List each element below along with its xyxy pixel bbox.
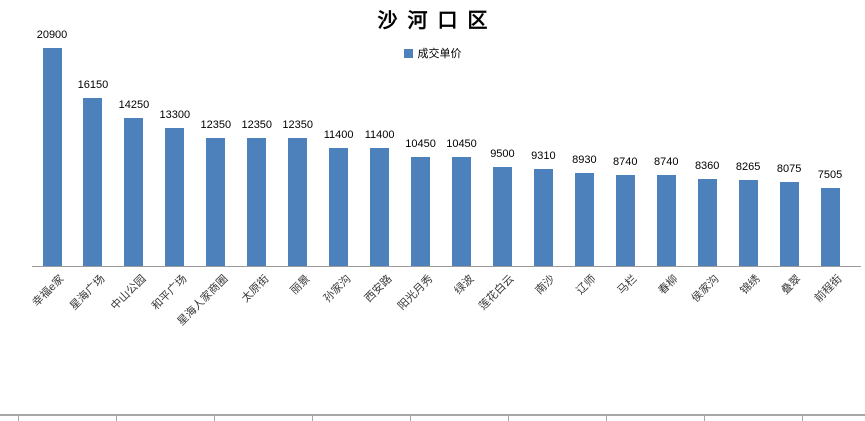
bottom-ruler-line <box>0 414 865 416</box>
bar <box>492 167 512 267</box>
bar-value-label: 13300 <box>159 109 191 121</box>
bar-value-label: 8075 <box>776 163 802 175</box>
bar-value-label: 14250 <box>118 99 150 111</box>
bar-value-label: 20900 <box>36 29 68 41</box>
bar-value-label: 12350 <box>241 119 273 131</box>
bar-value-label: 9310 <box>531 150 556 162</box>
bar-value-label: 16150 <box>77 79 109 91</box>
legend: 成交单价 <box>0 45 865 61</box>
bar-value-label: 9500 <box>490 148 515 160</box>
ruler-tick <box>410 416 411 421</box>
bar-value-label: 8930 <box>572 154 597 166</box>
bar <box>656 175 676 267</box>
bar <box>124 118 144 267</box>
bar <box>83 98 103 267</box>
bar-value-label: 11400 <box>323 129 354 141</box>
bar <box>288 138 308 267</box>
ruler-tick <box>312 416 313 421</box>
ruler-tick <box>508 416 509 421</box>
bar <box>247 138 267 267</box>
x-axis-line <box>32 266 861 267</box>
bar <box>42 48 62 267</box>
bar <box>206 138 226 267</box>
bar-value-label: 8265 <box>735 161 761 173</box>
ruler-tick <box>704 416 705 421</box>
bar-value-label: 12350 <box>282 119 313 131</box>
bar <box>370 148 390 267</box>
legend-label: 成交单价 <box>417 48 462 60</box>
ruler-tick <box>214 416 215 421</box>
legend-swatch-icon <box>403 48 413 58</box>
ruler-tick <box>606 416 607 421</box>
bar <box>779 182 799 267</box>
bar-value-label: 10450 <box>446 138 477 150</box>
bar-value-label: 8740 <box>613 156 638 168</box>
bar-value-label: 7505 <box>817 169 843 181</box>
ruler-tick <box>116 416 117 421</box>
bar <box>165 128 185 267</box>
bar <box>615 175 635 267</box>
bar-value-label: 8360 <box>694 160 720 172</box>
bar <box>452 157 471 267</box>
bar <box>738 180 758 267</box>
ruler-tick <box>18 416 19 421</box>
bar <box>329 148 349 267</box>
bar <box>820 188 840 267</box>
ruler-tick <box>802 416 803 421</box>
bar-value-label: 12350 <box>200 119 232 131</box>
bar-value-label: 10450 <box>405 138 436 150</box>
bar-value-label: 8740 <box>654 156 679 168</box>
bar <box>533 169 553 267</box>
bar-value-label: 11400 <box>364 129 395 141</box>
chart-title: 沙河口区 <box>377 10 498 32</box>
bar <box>574 173 594 267</box>
bar <box>411 157 431 267</box>
bar <box>697 179 717 267</box>
